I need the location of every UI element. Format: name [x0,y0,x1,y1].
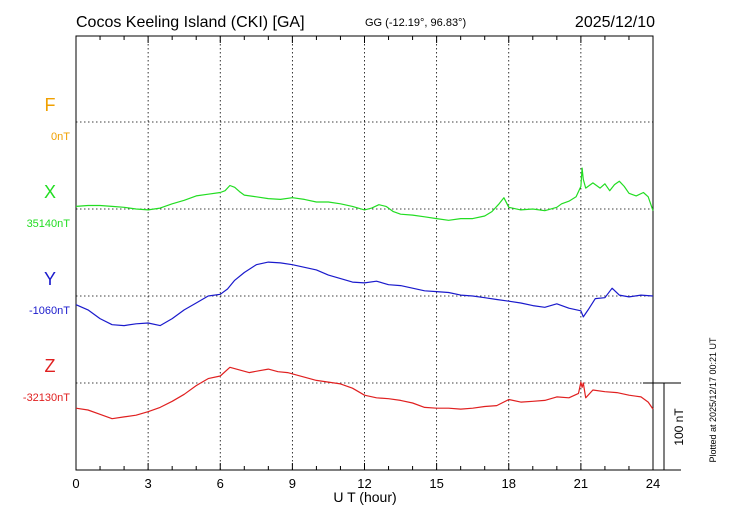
channel-y-baseline: -1060nT [29,305,70,317]
channel-z-name: Z [45,356,56,376]
x-tick-label: 3 [145,476,152,491]
series-layer [75,167,654,420]
grid [76,36,653,470]
channel-x-baseline: 35140nT [27,218,71,230]
x-axis-label: U T (hour) [333,489,396,505]
x-tick-label: 12 [357,476,371,491]
x-tick-label: 24 [646,476,660,491]
channel-f-baseline: 0nT [51,131,70,143]
x-tick-label: 9 [289,476,296,491]
x-tick-label: 18 [502,476,516,491]
channel-y-name: Y [44,269,56,289]
channel-x-name: X [44,182,56,202]
channel-f-name: F [45,95,56,115]
scale-bar-label: 100 nT [672,408,686,446]
scale-bar-icon [643,382,681,471]
channel-labels: F 0nT X 35140nT Y -1060nT Z -32130nT [23,95,70,404]
station-title: Cocos Keeling Island (CKI) [GA] [76,14,305,31]
series-x-line [75,167,654,221]
station-coordinates: GG (-12.19°, 96.83°) [365,17,466,29]
x-tick-label: 21 [574,476,588,491]
x-tick-label: 15 [429,476,443,491]
x-tick-label: 6 [217,476,224,491]
x-tick-label: 0 [72,476,79,491]
series-y-line [75,261,654,327]
plotted-timestamp: Plotted at 2025/12/17 00:21 UT [708,337,718,463]
plot-date: 2025/12/10 [575,14,655,31]
x-axis: 0 3 6 9 12 15 18 21 24 [72,36,660,491]
channel-z-baseline: -32130nT [23,392,70,404]
series-z-line [75,366,654,420]
